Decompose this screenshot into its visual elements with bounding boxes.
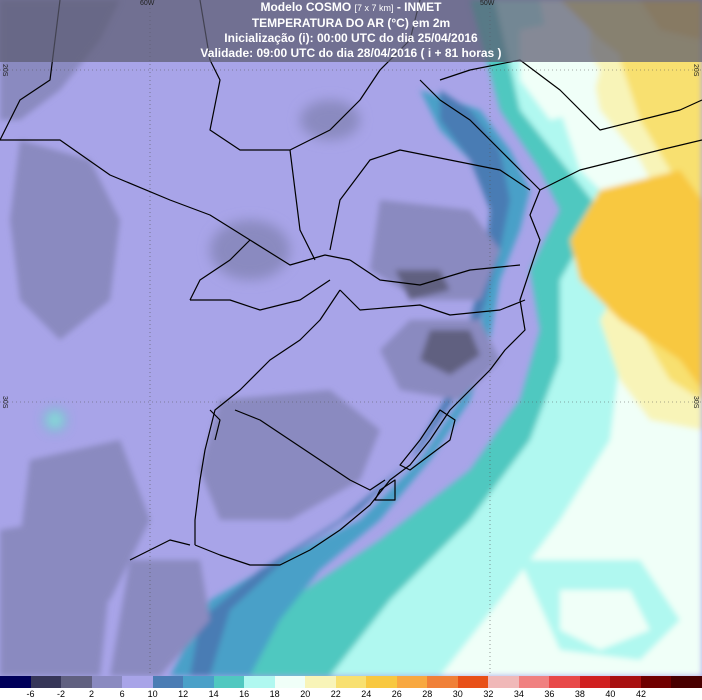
colorbar-cell	[122, 676, 153, 688]
colorbar-cell	[579, 676, 611, 688]
tick-lat-right-lower: 30S	[692, 396, 699, 409]
colorbar-cell	[457, 676, 489, 688]
map-header: Modelo COSMO [7 x 7 km] - INMET TEMPERAT…	[0, 0, 702, 62]
small-features	[45, 100, 360, 430]
temperature-map: Modelo COSMO [7 x 7 km] - INMET TEMPERAT…	[0, 0, 702, 676]
tick-lat-left-upper: 20S	[1, 64, 8, 77]
colorbar-cell	[0, 676, 31, 688]
colorbar-cell	[91, 676, 123, 688]
colorbar-label: 38	[574, 689, 585, 699]
variable-title: TEMPERATURA DO AR (°C) em 2m	[251, 16, 451, 30]
colorbar-label: 2	[89, 689, 95, 699]
colorbar-label: -2	[57, 689, 66, 699]
colorbar-cell	[549, 676, 580, 688]
colorbar-cell	[518, 676, 550, 688]
colorbar-label: 16	[239, 689, 250, 699]
colorbar-cell	[244, 676, 275, 688]
tick-lat-right-upper: 20S	[692, 64, 699, 77]
political-borders	[0, 0, 702, 566]
colorbar-label: 36	[544, 689, 555, 699]
colorbar-label: -6	[26, 689, 35, 699]
colorbar-cell	[152, 676, 184, 688]
colorbar-cells	[0, 676, 702, 688]
colorbar-cell	[305, 676, 336, 688]
colorbar-cell	[274, 676, 306, 688]
tick-lon-left: 60W	[140, 0, 155, 7]
model-source: - INMET	[393, 0, 442, 14]
colorbar-label: 40	[605, 689, 616, 699]
model-name: Modelo COSMO	[260, 0, 355, 14]
colorbar-cell	[640, 676, 672, 688]
colorbar-cell	[427, 676, 458, 688]
tick-lon-right: 50W	[480, 0, 495, 7]
colorbar-label: 28	[422, 689, 433, 699]
temperature-colorbar: -6 -2 2 6 10 12 14 16 18 20 22 24 26 28 30 32 34 36 38 40 42	[0, 676, 702, 700]
colorbar-label: 24	[361, 689, 372, 699]
colorbar-cell	[488, 676, 519, 688]
colorbar-cell	[366, 676, 397, 688]
tick-lat-left-lower: 30S	[1, 396, 8, 409]
initialization-time: Inicialização (i): 00:00 UTC do dia 25/0…	[224, 31, 478, 45]
colorbar-label: 32	[483, 689, 494, 699]
colorbar-cell	[30, 676, 62, 688]
colorbar-cell	[61, 676, 92, 688]
colorbar-cell	[335, 676, 367, 688]
colorbar-label: 34	[513, 689, 524, 699]
colorbar-cell	[671, 676, 702, 688]
colorbar-label: 10	[147, 689, 158, 699]
map-canvas	[0, 0, 702, 676]
colorbar-label: 26	[391, 689, 402, 699]
colorbar-label: 42	[635, 689, 646, 699]
header-title-line: Modelo COSMO [7 x 7 km] - INMET	[0, 0, 702, 16]
validity-time: Validade: 09:00 UTC do dia 28/04/2016 ( …	[200, 46, 502, 60]
colorbar-label: 6	[119, 689, 125, 699]
graticule	[0, 0, 702, 676]
colorbar-label: 12	[178, 689, 189, 699]
colorbar-cell	[213, 676, 245, 688]
colorbar-label: 18	[269, 689, 280, 699]
colorbar-label: 20	[300, 689, 311, 699]
colorbar-labels: -6 -2 2 6 10 12 14 16 18 20 22 24 26 28 30 32 34 36 38 40 42	[0, 689, 702, 700]
colorbar-cell	[396, 676, 428, 688]
colorbar-label: 22	[330, 689, 341, 699]
colorbar-label: 30	[452, 689, 463, 699]
colorbar-label: 14	[208, 689, 219, 699]
model-resolution: [7 x 7 km]	[354, 3, 394, 13]
colorbar-cell	[183, 676, 214, 688]
colorbar-cell	[610, 676, 641, 688]
